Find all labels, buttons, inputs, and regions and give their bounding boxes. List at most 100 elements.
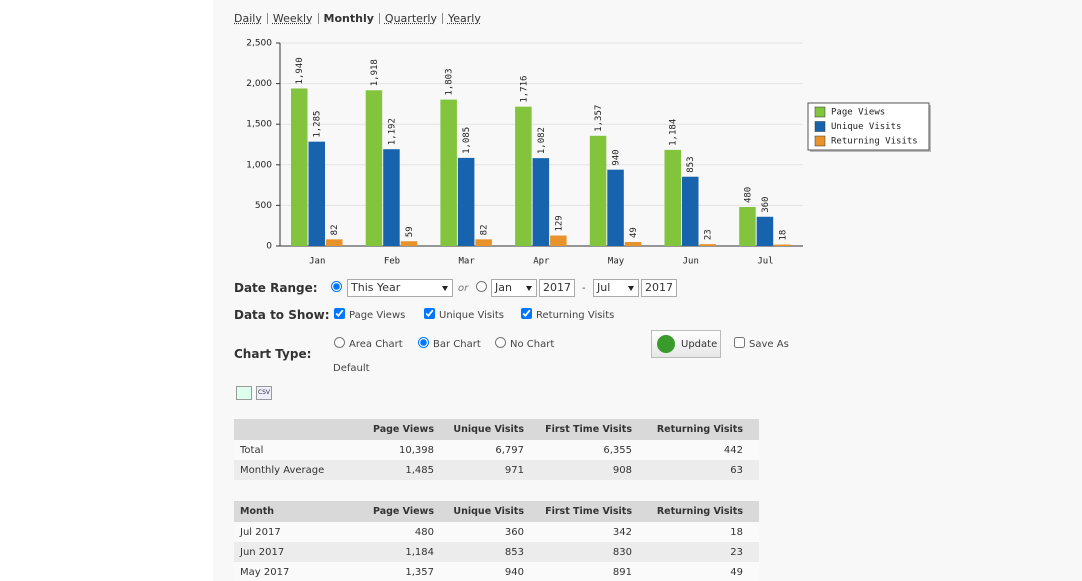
- bar: [589, 135, 607, 246]
- chart-type-radio[interactable]: [495, 337, 506, 348]
- bar: [291, 88, 308, 246]
- x-tick-label: May: [608, 257, 625, 267]
- value-label: 49: [629, 227, 639, 238]
- data-to-show-label: Data to Show:: [234, 308, 330, 322]
- bar: [475, 239, 492, 246]
- bar: [326, 239, 343, 246]
- data-checkbox[interactable]: [521, 308, 532, 319]
- data-option-label: Unique Visits: [439, 310, 504, 321]
- update-button[interactable]: Update: [651, 330, 721, 358]
- bar: [515, 106, 532, 246]
- bar: [774, 244, 791, 246]
- save-as-checkbox[interactable]: [734, 337, 745, 348]
- update-label: Update: [681, 339, 718, 350]
- table-cell: 6,355: [530, 440, 638, 460]
- chart-type-label: Bar Chart: [433, 339, 481, 350]
- nav-link[interactable]: Monthly: [317, 13, 379, 24]
- header-cell: Returning Visits: [638, 501, 759, 522]
- bar: [682, 176, 699, 246]
- legend-label: Unique Visits: [831, 122, 901, 132]
- nav-link[interactable]: Daily: [234, 12, 262, 25]
- from-year-input[interactable]: 2017: [539, 279, 575, 297]
- table-row: Jul 2017 480 360 342 18: [234, 522, 759, 542]
- table-cell: 1,357: [364, 562, 440, 581]
- y-tick-label: 1,500: [246, 120, 272, 130]
- y-tick-label: 2,000: [246, 79, 272, 89]
- nav-link[interactable]: Quarterly: [378, 13, 442, 24]
- data-checkbox[interactable]: [424, 308, 435, 319]
- header-cell: First Time Visits: [530, 501, 638, 522]
- bar: [457, 157, 475, 246]
- chart: 0 500 1,000 1,500 2,000 2,500 1,940 1,285 82 Jan 1…: [246, 39, 931, 267]
- header-row: Month Page Views Unique Visits First Time V…: [234, 501, 759, 522]
- bar: [699, 244, 716, 246]
- xls-icon[interactable]: [236, 386, 252, 400]
- table-cell: May 2017: [234, 562, 364, 581]
- table-cell: 342: [530, 522, 638, 542]
- table-cell: 830: [530, 542, 638, 562]
- preset-select[interactable]: This Year: [347, 279, 453, 297]
- legend-box: [807, 102, 930, 151]
- monthly-table: Month Page Views Unique Visits First Time V…: [234, 501, 759, 581]
- table-row: Total 10,398 6,797 6,355 442: [234, 440, 759, 460]
- table-cell: Jul 2017: [234, 522, 364, 542]
- value-label: 59: [405, 226, 415, 237]
- chart-type-label: No Chart: [510, 339, 555, 350]
- csv-icon[interactable]: CSV: [256, 386, 272, 400]
- table-cell: 442: [638, 440, 759, 460]
- x-tick-label: Jun: [683, 257, 699, 267]
- value-label: 1,285: [313, 111, 323, 138]
- table-cell: 49: [638, 562, 759, 581]
- chart-type-radio[interactable]: [334, 337, 345, 348]
- save-as-label: Save As: [749, 339, 789, 350]
- nav-link[interactable]: Yearly: [441, 13, 486, 24]
- data-checkbox[interactable]: [334, 308, 345, 319]
- header-cell: Page Views: [364, 501, 440, 522]
- bar: [383, 149, 400, 246]
- bar: [607, 169, 624, 246]
- update-icon: [657, 335, 675, 353]
- value-label: 1,085: [462, 127, 472, 154]
- table-cell: Monthly Average: [234, 460, 364, 480]
- x-tick-label: Mar: [459, 257, 476, 267]
- value-label: 1,940: [295, 57, 305, 84]
- value-label: 23: [704, 229, 714, 240]
- table-row: Monthly Average 1,485 971 908 63: [234, 460, 759, 480]
- value-label: 480: [743, 187, 753, 203]
- table-cell: 1,485: [364, 460, 440, 480]
- x-tick-label: Apr: [533, 257, 550, 267]
- legend-swatch: [814, 121, 826, 132]
- bar: [624, 242, 642, 246]
- table-cell: 908: [530, 460, 638, 480]
- legend-swatch: [814, 135, 826, 147]
- table-cell: 971: [440, 460, 530, 480]
- value-label: 360: [761, 197, 771, 213]
- x-tick-label: Jan: [309, 257, 325, 267]
- header-cell: Unique Visits: [440, 419, 530, 440]
- y-tick-label: 0: [266, 242, 272, 252]
- table-cell: Total: [234, 440, 364, 460]
- value-label: 82: [480, 224, 490, 235]
- chart-type-radio[interactable]: [418, 337, 429, 348]
- bar: [756, 216, 774, 246]
- to-month-select[interactable]: Jul: [593, 279, 639, 297]
- date-range-label: Date Range:: [234, 281, 318, 295]
- header-cell: Returning Visits: [638, 419, 759, 440]
- value-label: 853: [686, 156, 696, 172]
- or-text: or: [458, 283, 469, 294]
- value-label: 940: [612, 149, 622, 165]
- radio-custom[interactable]: [476, 281, 487, 292]
- value-label: 1,716: [519, 76, 529, 103]
- radio-preset[interactable]: [331, 281, 342, 292]
- header-cell: Unique Visits: [440, 501, 530, 522]
- header-cell: First Time Visits: [530, 419, 638, 440]
- bar: [365, 90, 383, 247]
- x-tick-label: Jul: [757, 257, 773, 267]
- y-tick-label: 500: [255, 201, 272, 211]
- value-label: 1,918: [370, 59, 380, 86]
- from-month-select[interactable]: Jan: [491, 279, 537, 297]
- to-year-input[interactable]: 2017: [641, 279, 677, 297]
- nav-link[interactable]: Weekly: [266, 13, 318, 24]
- value-label: 82: [330, 224, 340, 235]
